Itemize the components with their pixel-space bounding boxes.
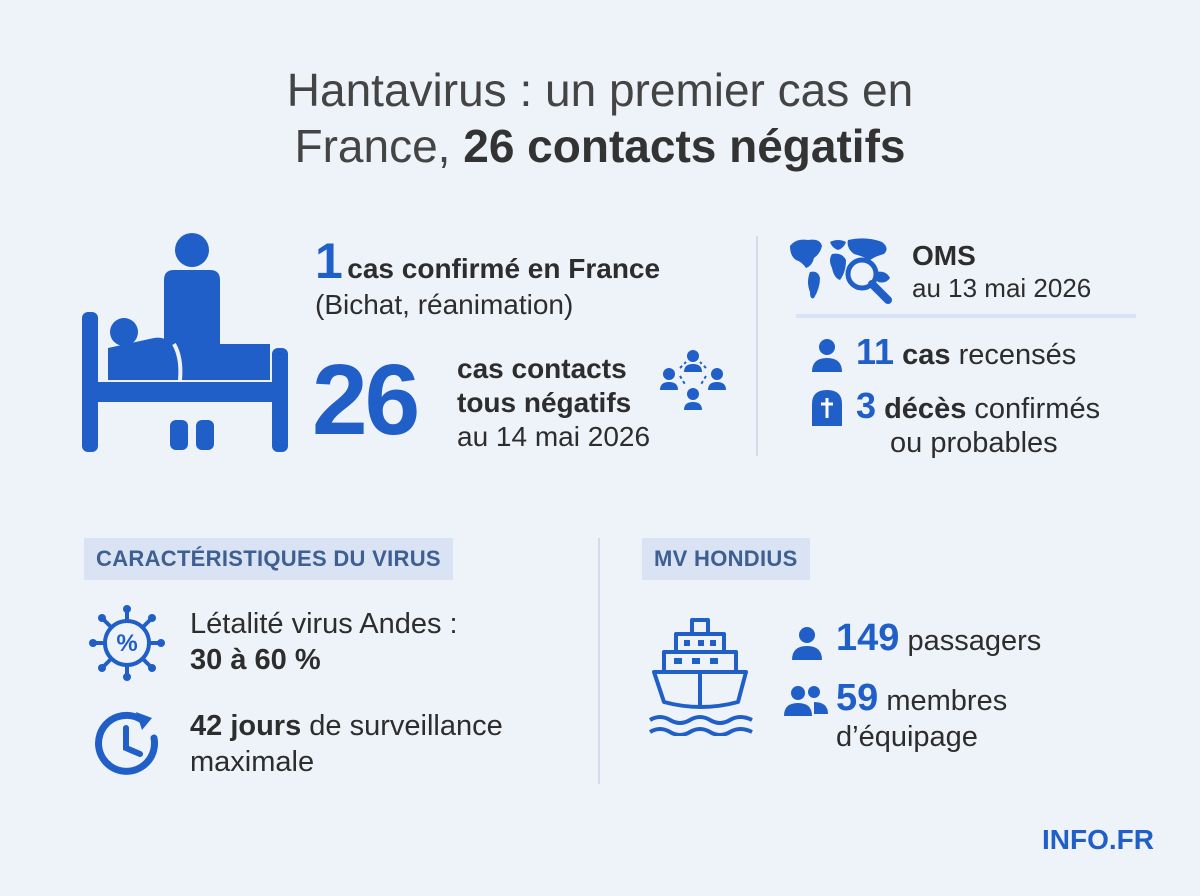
surveillance-text: de surveillance [309, 710, 503, 742]
divider-top [756, 236, 758, 456]
contacts-number: 26 [312, 344, 420, 456]
crew-number: 59 [836, 677, 879, 719]
hospital-bed-icon [82, 232, 292, 454]
confirmed-block: 1 cas confirmé en France (Bichat, réanim… [315, 232, 735, 322]
divider-bottom [598, 538, 600, 784]
oms-deaths-text: confirmés [974, 393, 1101, 425]
crew-line-2: d’équipage [836, 721, 978, 753]
surveillance-bold: 42 jours [190, 710, 302, 742]
contacts-block: cas contacts tous négatifs au 14 mai 202… [457, 352, 667, 454]
oms-cases: 11 cas recensés [856, 334, 1076, 373]
ship-section-header: MV HONDIUS [642, 538, 810, 580]
oms-deaths: 3 décès confirmés ou probables [856, 388, 1100, 461]
crew-block: 59 membres d’équipage [836, 677, 1008, 755]
oms-cases-bold: cas [902, 339, 951, 371]
confirmed-number: 1 [315, 233, 343, 289]
oms-cases-text: recensés [958, 339, 1077, 371]
oms-deaths-bold: décès [884, 393, 967, 425]
lethality-value: 30 à 60 % [190, 644, 321, 676]
virus-section-header: CARACTÉRISTIQUES DU VIRUS [84, 538, 453, 580]
title-line-2: France, 26 contacts négatifs [0, 118, 1200, 174]
oms-cases-number: 11 [856, 331, 895, 372]
virus-percent-icon: % [88, 604, 166, 682]
title-line-1: Hantavirus : un premier cas en [286, 64, 914, 116]
oms-label: OMS [912, 240, 976, 271]
ship-icon [648, 616, 754, 736]
confirmed-detail: (Bichat, réanimation) [315, 289, 574, 320]
oms-deaths-number: 3 [856, 385, 877, 426]
title-line-2-regular: France, [294, 120, 464, 172]
title-line-2-bold: 26 contacts négatifs [463, 120, 906, 172]
surveillance-block: 42 jours de surveillance maximale [190, 708, 503, 780]
person-icon [812, 338, 842, 372]
crew-text: membres [886, 685, 1008, 717]
person-icon [792, 626, 822, 660]
contacts-date: au 14 mai 2026 [457, 421, 651, 452]
passengers-text: passagers [907, 625, 1042, 657]
lethality-block: Létalité virus Andes : 30 à 60 % [190, 606, 458, 678]
passengers-number: 149 [836, 617, 900, 659]
world-map-search-icon [786, 236, 898, 306]
group-icon [784, 684, 828, 718]
oms-deaths-line-2: ou probables [890, 427, 1058, 459]
brand-logo: INFO.FR [1042, 824, 1154, 855]
contacts-network-icon [660, 348, 726, 414]
contacts-line-1: cas contacts [457, 353, 627, 384]
confirmed-text: cas confirmé en France [347, 253, 661, 284]
oms-separator [796, 314, 1136, 318]
oms-date: au 13 mai 2026 [912, 273, 1092, 303]
cross-tombstone-icon [812, 390, 842, 426]
clock-history-icon [92, 708, 164, 780]
lethality-label: Létalité virus Andes : [190, 608, 458, 640]
surveillance-line-2: maximale [190, 746, 315, 778]
page-title: Hantavirus : un premier cas en France, 2… [0, 62, 1200, 174]
oms-heading: OMS au 13 mai 2026 [912, 240, 1091, 304]
passengers-block: 149 passagers [836, 617, 1042, 659]
svg-text:%: % [116, 630, 137, 657]
contacts-line-2: tous négatifs [457, 387, 632, 418]
